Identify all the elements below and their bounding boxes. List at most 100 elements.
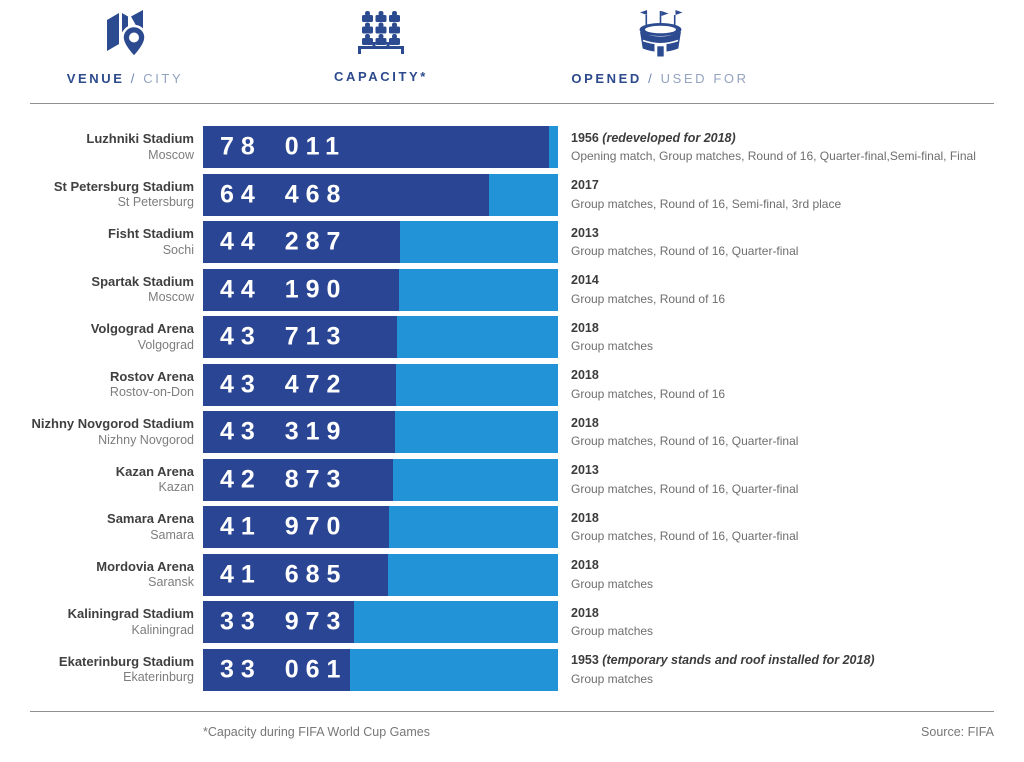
opened-cell: 2018 Group matches bbox=[558, 316, 1024, 358]
venue-cell: Rostov Arena Rostov-on-Don bbox=[0, 364, 203, 406]
opened-year: 2018 bbox=[571, 415, 599, 430]
capacity-bar-track: 44 287 bbox=[203, 221, 558, 263]
venue-name: Samara Arena bbox=[107, 511, 194, 527]
used-for: Group matches bbox=[571, 671, 654, 686]
stadium-row: Rostov Arena Rostov-on-Don 43 472 2018 G… bbox=[0, 363, 1024, 406]
venue-city: Kazan bbox=[158, 480, 194, 495]
capacity-bar-track: 33 061 bbox=[203, 648, 558, 691]
opened-year-line: 2013 bbox=[571, 461, 1024, 480]
capacity-bar-track: 43 713 bbox=[203, 316, 558, 358]
venue-cell: Volgograd Arena Volgograd bbox=[0, 316, 203, 358]
venue-name: Fisht Stadium bbox=[108, 226, 194, 242]
opened-year-line: 2014 bbox=[571, 271, 1024, 290]
venue-city: Kaliningrad bbox=[131, 622, 194, 637]
capacity-bar-fill bbox=[203, 411, 396, 453]
header-divider bbox=[30, 103, 994, 104]
used-for: Group matches bbox=[571, 624, 654, 639]
venue-cell: Kaliningrad Stadium Kaliningrad bbox=[0, 601, 203, 643]
used-for: Opening match, Group matches, Round of 1… bbox=[571, 149, 976, 164]
opened-year-note: (temporary stands and roof installed for… bbox=[598, 653, 875, 668]
venue-city-label: VENUE / CITY bbox=[30, 71, 220, 86]
used-for: Group matches, Round of 16 bbox=[571, 291, 726, 306]
capacity-value: 43 472 bbox=[220, 370, 348, 398]
opened-year: 2018 bbox=[571, 510, 599, 525]
opened-year-line: 2018 bbox=[571, 366, 1024, 385]
capacity-bar-fill bbox=[203, 126, 550, 168]
opened-label-light: USED FOR bbox=[660, 71, 749, 86]
capacity-bar-track: 43 472 bbox=[203, 363, 558, 406]
opened-year: 1953 bbox=[571, 653, 599, 668]
venue-name: Kazan Arena bbox=[115, 463, 194, 479]
opened-cell: 2013 Group matches, Round of 16, Quarter… bbox=[558, 221, 1024, 263]
opened-year-note: (redeveloped for 2018) bbox=[598, 130, 736, 145]
capacity-label: CAPACITY* bbox=[300, 69, 462, 84]
capacity-bar-fill bbox=[203, 363, 396, 406]
stadium-icon bbox=[639, 10, 682, 57]
capacity-value: 43 319 bbox=[220, 417, 348, 446]
capacity-bar-fill bbox=[203, 316, 397, 358]
venue-label-bold: VENUE bbox=[66, 71, 125, 86]
opened-cell: 2017 Group matches, Round of 16, Semi-fi… bbox=[558, 174, 1024, 216]
opened-cell: 2018 Group matches, Round of 16 bbox=[558, 364, 1024, 406]
venue-cell: Samara Arena Samara bbox=[0, 506, 203, 548]
venue-cell: Mordovia Arena Saransk bbox=[0, 554, 203, 596]
opened-year-line: 1956 (redeveloped for 2018) bbox=[571, 129, 1024, 148]
opened-label-sep: / bbox=[648, 71, 655, 86]
opened-year: 2013 bbox=[571, 225, 599, 240]
stadium-row: St Petersburg Stadium St Petersburg 64 4… bbox=[0, 173, 1024, 216]
venue-city: Moscow bbox=[148, 147, 194, 162]
opened-year-line: 2018 bbox=[571, 556, 1024, 575]
opened-year-line: 2017 bbox=[571, 176, 1024, 195]
stadium-row: Fisht Stadium Sochi 44 287 2013 Group ma… bbox=[0, 221, 1024, 263]
venue-label-light: CITY bbox=[143, 71, 184, 86]
opened-year-line: 2013 bbox=[571, 224, 1024, 243]
opened-usedfor-label: OPENED / USED FOR bbox=[565, 71, 755, 86]
opened-year-line: 2018 bbox=[571, 319, 1024, 338]
capacity-bar-track: 64 468 bbox=[203, 173, 558, 216]
opened-cell: 2018 Group matches, Round of 16, Quarter… bbox=[558, 506, 1024, 548]
opened-year: 2018 bbox=[571, 368, 599, 383]
capacity-value: 44 287 bbox=[220, 227, 348, 256]
venue-city-header: VENUE / CITY bbox=[30, 8, 220, 86]
venue-cell: Kazan Arena Kazan bbox=[0, 459, 203, 501]
opened-year: 2014 bbox=[571, 273, 599, 288]
opened-cell: 2018 Group matches bbox=[558, 601, 1024, 643]
venue-city: Nizhny Novgorod bbox=[98, 432, 194, 447]
opened-cell: 2013 Group matches, Round of 16, Quarter… bbox=[558, 459, 1024, 501]
venue-name: Ekaterinburg Stadium bbox=[58, 653, 194, 669]
capacity-label-bold: CAPACITY* bbox=[334, 69, 428, 84]
venue-name: St Petersburg Stadium bbox=[53, 178, 194, 194]
capacity-value: 42 873 bbox=[220, 465, 348, 493]
capacity-bar-fill bbox=[203, 268, 400, 311]
venue-cell: Luzhniki Stadium Moscow bbox=[0, 126, 203, 168]
venue-name: Rostov Arena bbox=[109, 368, 194, 384]
venue-name: Mordovia Arena bbox=[96, 558, 194, 574]
venue-name: Nizhny Novgorod Stadium bbox=[31, 416, 195, 432]
used-for: Group matches bbox=[571, 576, 654, 591]
stadium-row: Mordovia Arena Saransk 41 685 2018 Group… bbox=[0, 553, 1024, 596]
map-pin-icon bbox=[107, 10, 147, 58]
source-credit: Source: FIFA bbox=[921, 725, 994, 739]
used-for: Group matches, Round of 16, Quarter-fina… bbox=[571, 434, 799, 449]
venue-name: Kaliningrad Stadium bbox=[67, 606, 194, 622]
opened-year-line: 2018 bbox=[571, 604, 1024, 623]
capacity-bar-fill bbox=[203, 648, 350, 691]
used-for: Group matches bbox=[571, 339, 654, 354]
capacity-value: 64 468 bbox=[220, 180, 348, 208]
venue-city: Volgograd bbox=[137, 337, 194, 352]
venue-city: Ekaterinburg bbox=[123, 670, 194, 685]
venue-city: Rostov-on-Don bbox=[109, 385, 194, 400]
opened-year: 2018 bbox=[571, 320, 599, 335]
venue-name: Spartak Stadium bbox=[91, 273, 194, 289]
opened-year: 2017 bbox=[571, 178, 599, 193]
opened-year-line: 2018 bbox=[571, 414, 1024, 433]
used-for: Group matches, Round of 16, Quarter-fina… bbox=[571, 244, 799, 259]
venue-cell: St Petersburg Stadium St Petersburg bbox=[0, 174, 203, 216]
venue-city: St Petersburg bbox=[117, 195, 194, 210]
venue-cell: Fisht Stadium Sochi bbox=[0, 221, 203, 263]
venue-city: Moscow bbox=[148, 290, 194, 305]
opened-cell: 2014 Group matches, Round of 16 bbox=[558, 269, 1024, 311]
opened-label-bold: OPENED bbox=[571, 71, 642, 86]
capacity-bar-track: 41 685 bbox=[203, 553, 558, 596]
capacity-bar-track: 44 190 bbox=[203, 268, 558, 311]
